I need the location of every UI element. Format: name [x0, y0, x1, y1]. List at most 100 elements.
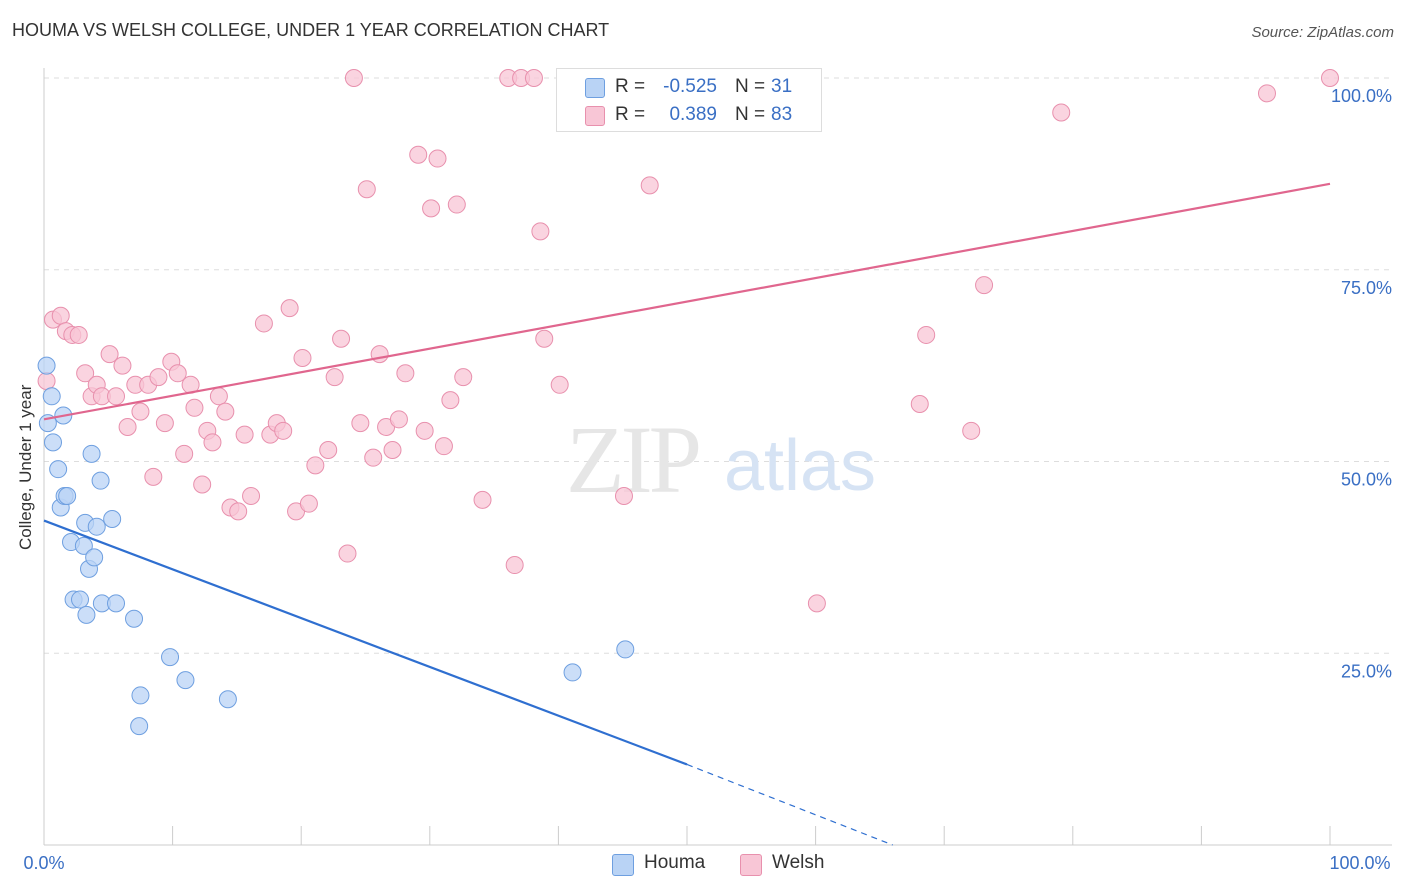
grid [44, 77, 1392, 654]
welsh-point [332, 329, 351, 348]
welsh-point [1321, 69, 1339, 87]
houma-point [130, 717, 149, 736]
welsh-point [434, 437, 453, 456]
welsh-point [389, 410, 408, 429]
legend-row-welsh: R = 0.389 N = 83 [557, 101, 821, 129]
houma-point [71, 590, 90, 609]
houma-point [107, 594, 126, 613]
welsh-point [351, 414, 370, 433]
houma-point [82, 444, 101, 463]
welsh-point [193, 475, 212, 494]
welsh-point [113, 356, 132, 375]
houma-point [49, 460, 68, 479]
chart-title: HOUMA VS WELSH COLLEGE, UNDER 1 YEAR COR… [12, 20, 610, 40]
welsh-point [216, 402, 235, 421]
houma-point [218, 690, 237, 709]
welsh-point [274, 421, 293, 440]
welsh-point [910, 394, 929, 413]
y-axis-label: College, Under 1 year [16, 384, 35, 550]
welsh-point [254, 314, 273, 333]
welsh-point [229, 502, 248, 521]
welsh-point [535, 329, 554, 348]
houma-legend-label: Houma [644, 852, 706, 873]
y-tick-label: 25.0% [1341, 661, 1392, 681]
welsh-trendline [43, 182, 1331, 421]
welsh-point [357, 180, 376, 199]
source-label: Source: ZipAtlas.com [1251, 24, 1394, 41]
houma-point [103, 510, 122, 529]
welsh-point [344, 69, 363, 87]
welsh-point [325, 368, 344, 387]
welsh-point [441, 391, 460, 410]
welsh-point [807, 594, 826, 613]
welsh-point [505, 556, 524, 575]
welsh-point [364, 448, 383, 467]
welsh-point [76, 364, 95, 383]
houma-r-label: R = [615, 76, 646, 97]
y-tick-label: 75.0% [1341, 278, 1392, 298]
welsh-point [975, 276, 994, 295]
welsh-legend-label: Welsh [772, 852, 825, 873]
welsh-point [422, 199, 441, 218]
welsh-point [640, 176, 659, 195]
houma-point [77, 605, 96, 624]
x-tick-label-min: 0.0% [23, 853, 64, 873]
welsh-point [524, 69, 543, 87]
welsh-point [144, 467, 163, 486]
welsh-point [242, 487, 261, 506]
welsh-point [306, 456, 325, 475]
welsh-series [37, 69, 1339, 613]
welsh-point [962, 421, 981, 440]
houma-n-label: N = [735, 76, 766, 97]
welsh-point [338, 544, 357, 563]
houma-point [37, 356, 56, 375]
houma-r-value: -0.525 [663, 76, 717, 97]
welsh-point [409, 145, 428, 164]
welsh-point [118, 417, 137, 436]
houma-trendline-extension [686, 763, 893, 846]
welsh-point [131, 402, 150, 421]
welsh-point [155, 414, 174, 433]
y-tick-label: 100.0% [1331, 86, 1392, 106]
welsh-point [319, 440, 338, 459]
houma-trendline [43, 519, 688, 766]
welsh-r-label: R = [615, 104, 646, 125]
welsh-point [383, 440, 402, 459]
welsh-point [299, 494, 318, 513]
houma-point [616, 640, 635, 659]
watermark: ZIP atlas [566, 406, 876, 513]
welsh-point [614, 487, 633, 506]
watermark-atlas: atlas [724, 426, 876, 506]
houma-point [74, 536, 93, 555]
houma-n-value: 31 [771, 76, 793, 97]
watermark-zip: ZIP [566, 406, 699, 513]
houma-point [176, 671, 195, 690]
welsh-point [396, 364, 415, 383]
welsh-legend-swatch [740, 854, 762, 876]
welsh-point [280, 299, 299, 318]
houma-point [125, 609, 144, 628]
tick-labels: 25.0% 50.0% 75.0% 100.0% 0.0% 100.0% [23, 86, 1392, 873]
houma-point [58, 487, 77, 506]
welsh-n-label: N = [735, 104, 766, 125]
correlation-legend: R = -0.525 N = 31 R = 0.389 N = 83 [556, 68, 822, 132]
houma-point [44, 433, 63, 452]
legend-row-houma: R = -0.525 N = 31 [557, 73, 821, 101]
houma-series [37, 356, 635, 736]
houma-legend-swatch [612, 854, 634, 876]
welsh-point [209, 387, 228, 406]
welsh-point [415, 421, 434, 440]
welsh-point [428, 149, 447, 168]
welsh-point [454, 368, 473, 387]
welsh-point [149, 368, 168, 387]
welsh-point [37, 371, 56, 390]
welsh-r-value: 0.389 [669, 104, 717, 125]
houma-swatch [585, 78, 605, 98]
houma-point [563, 663, 582, 682]
welsh-swatch [585, 106, 605, 126]
houma-point [91, 471, 110, 490]
welsh-point [1257, 84, 1276, 103]
welsh-point [107, 387, 126, 406]
welsh-point [175, 444, 194, 463]
